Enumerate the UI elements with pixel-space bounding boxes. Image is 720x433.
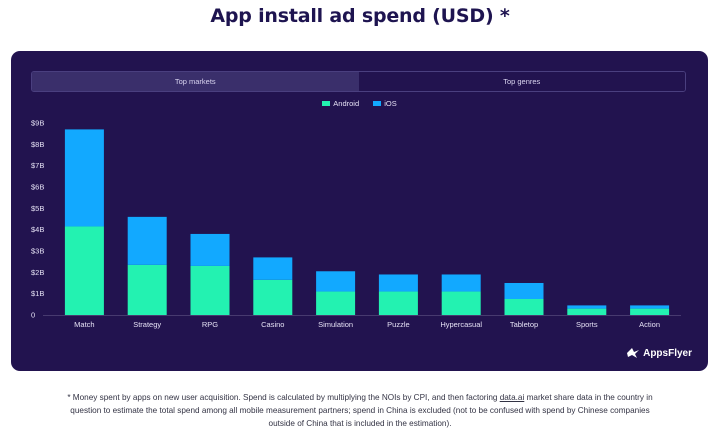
legend-label-android: Android — [333, 99, 360, 108]
logo-text: AppsFlyer — [643, 347, 692, 359]
y-tick-label: $6B — [31, 183, 44, 192]
bar-ios-rpg — [190, 233, 230, 266]
footnote-link[interactable]: data.ai — [499, 393, 525, 402]
bar-ios-simulation — [316, 271, 356, 292]
bar-ios-sports — [567, 305, 607, 309]
bar-android-match — [64, 226, 104, 315]
bar-ios-match — [64, 129, 104, 227]
legend-swatch-android — [322, 101, 331, 106]
x-tick-label: RPG — [202, 320, 218, 329]
x-tick-label: Match — [74, 320, 94, 329]
x-tick-label: Strategy — [133, 320, 161, 329]
tab-top-genres[interactable]: Top genres — [358, 72, 685, 91]
legend-swatch-ios — [373, 101, 382, 106]
footnote-text-start: * Money spent by apps on new user acquis… — [67, 393, 500, 402]
y-tick-label: $5B — [31, 204, 44, 213]
footnote: * Money spent by apps on new user acquis… — [60, 391, 660, 430]
bar-android-strategy — [127, 264, 167, 315]
bar-ios-puzzle — [378, 274, 418, 292]
y-tick-label: $3B — [31, 247, 44, 256]
bar-android-rpg — [190, 265, 230, 315]
footnote-text-end: market share data in the country in ques… — [70, 393, 653, 428]
bar-chart: 0 $1B $2B $3B $4B $5B $6B $7B $8B $9B Match Strateg… — [31, 119, 681, 329]
bar-android-puzzle — [378, 291, 418, 315]
x-tick-label: Tabletop — [510, 320, 538, 329]
bar-android-hypercasual — [441, 291, 481, 315]
bar-ios-strategy — [127, 216, 167, 265]
legend-label-ios: iOS — [384, 99, 397, 108]
y-tick-label: $1B — [31, 289, 44, 298]
y-tick-label: $7B — [31, 161, 44, 170]
legend-item-ios: iOS — [373, 99, 397, 108]
page-title: App install ad spend (USD) * — [210, 5, 510, 27]
y-tick-label: $9B — [31, 119, 44, 128]
x-tick-label: Puzzle — [387, 320, 410, 329]
bar-ios-hypercasual — [441, 274, 481, 292]
bar-ios-action — [630, 305, 670, 309]
y-tick-label: $4B — [31, 225, 44, 234]
x-tick-label: Casino — [261, 320, 284, 329]
bar-android-action — [630, 308, 670, 315]
chart-legend: Android iOS — [11, 99, 708, 108]
x-tick-label: Action — [639, 320, 660, 329]
bar-android-sports — [567, 308, 607, 315]
bar-ios-casino — [253, 257, 293, 280]
y-tick-label: $2B — [31, 268, 44, 277]
x-tick-label: Sports — [576, 320, 598, 329]
y-tick-label: $8B — [31, 140, 44, 149]
bar-android-simulation — [316, 291, 356, 315]
appsflyer-bird-icon — [627, 348, 640, 358]
appsflyer-logo: AppsFlyer — [626, 347, 692, 359]
bar-ios-tabletop — [504, 283, 544, 299]
legend-item-android: Android — [322, 99, 359, 108]
y-tick-label: 0 — [31, 311, 35, 320]
x-tick-label: Hypercasual — [440, 320, 482, 329]
tab-top-markets[interactable]: Top markets — [32, 72, 359, 91]
bar-android-tabletop — [504, 299, 544, 315]
bar-android-casino — [253, 279, 293, 315]
chart-panel: Top markets Top genres Android iOS 0 $1B $… — [11, 51, 708, 371]
x-tick-label: Simulation — [318, 320, 353, 329]
tab-bar: Top markets Top genres — [31, 71, 686, 92]
